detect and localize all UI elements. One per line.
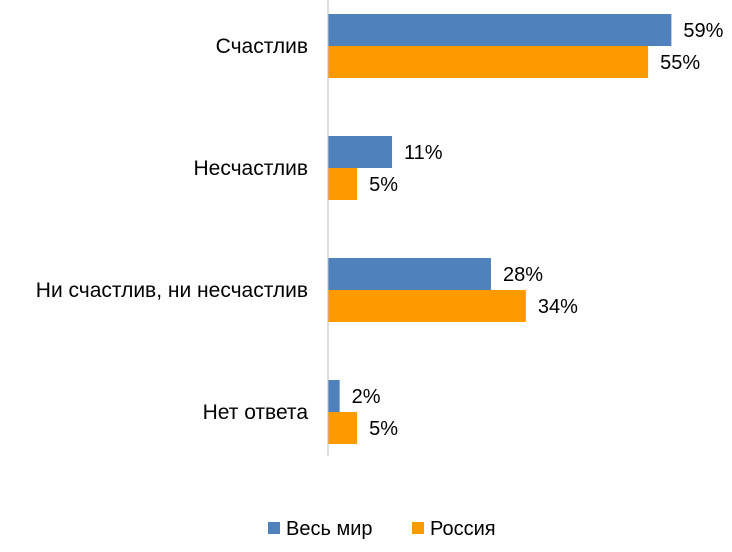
bar-world	[328, 258, 491, 290]
data-label: 2%	[352, 386, 381, 408]
data-label: 55%	[660, 52, 700, 74]
bar-russia	[328, 168, 358, 200]
category-label: Нет ответа	[203, 401, 309, 424]
bar-russia	[328, 46, 649, 78]
legend-label: Весь мир	[286, 518, 372, 540]
data-label: 28%	[503, 264, 543, 286]
category-label: Несчастлив	[193, 157, 308, 180]
legend-swatch-russia	[412, 522, 424, 534]
category-label: Ни счастлив, ни несчастлив	[36, 279, 308, 302]
bar-russia	[328, 290, 526, 322]
legend: Весь мир Россия	[268, 518, 496, 540]
bar-russia	[328, 412, 358, 444]
labels-layer: Счастлив 59% 55% Несчастлив 11% 5% Ни счастлив…	[36, 20, 724, 440]
bar-world	[328, 14, 672, 46]
bar-world	[328, 136, 393, 168]
data-label: 11%	[404, 142, 443, 164]
legend-swatch-world	[268, 522, 280, 534]
data-label: 5%	[369, 418, 398, 440]
bars-layer	[328, 14, 672, 444]
data-label: 34%	[538, 296, 578, 318]
legend-label: Россия	[430, 518, 496, 540]
data-label: 5%	[369, 174, 398, 196]
bar-world	[328, 380, 340, 412]
category-label: Счастлив	[216, 35, 308, 58]
data-label: 59%	[683, 20, 723, 42]
